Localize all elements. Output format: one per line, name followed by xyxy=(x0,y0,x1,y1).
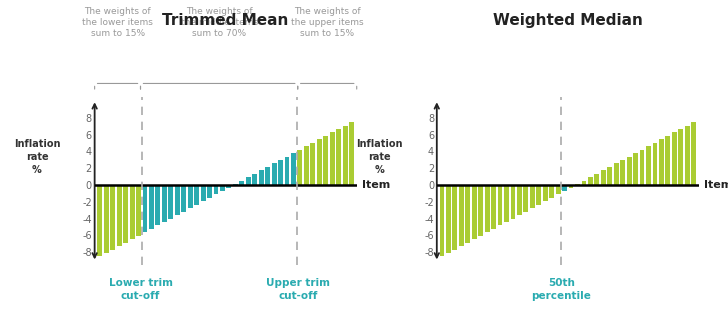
Text: Inflation
rate
%: Inflation rate % xyxy=(14,139,60,175)
Bar xyxy=(646,146,651,185)
Bar xyxy=(510,185,515,219)
Bar xyxy=(213,185,218,194)
Text: Item: Item xyxy=(704,180,728,190)
Bar xyxy=(504,185,509,222)
Bar xyxy=(104,185,108,253)
Bar xyxy=(272,163,277,185)
Bar xyxy=(98,185,102,256)
Bar xyxy=(582,181,586,185)
Bar xyxy=(446,185,451,253)
Bar xyxy=(640,150,644,185)
Bar xyxy=(207,185,212,198)
Bar xyxy=(240,181,244,185)
Bar xyxy=(652,143,657,185)
Bar xyxy=(143,185,147,232)
Bar xyxy=(672,132,677,185)
Text: The weights of
the lower items
sum to 15%: The weights of the lower items sum to 15… xyxy=(82,7,153,38)
Bar xyxy=(323,136,328,185)
Text: Trimmed Mean: Trimmed Mean xyxy=(162,13,289,28)
Bar xyxy=(330,132,335,185)
Bar xyxy=(188,185,193,208)
Bar xyxy=(459,185,464,246)
Bar xyxy=(336,129,341,185)
Bar xyxy=(258,170,264,185)
Bar xyxy=(440,185,444,256)
Bar xyxy=(633,153,638,185)
Bar xyxy=(685,126,689,185)
Bar xyxy=(226,185,232,188)
Text: 50th
percentile: 50th percentile xyxy=(531,278,591,301)
Bar xyxy=(253,174,257,185)
Bar xyxy=(678,129,683,185)
Bar xyxy=(246,177,250,185)
Bar xyxy=(537,185,541,205)
Bar xyxy=(343,126,347,185)
Text: Item: Item xyxy=(362,180,390,190)
Bar xyxy=(543,185,547,201)
Bar xyxy=(692,122,696,185)
Bar xyxy=(149,185,154,229)
Bar xyxy=(523,185,529,212)
Bar xyxy=(194,185,199,205)
Bar xyxy=(607,167,612,185)
Text: Weighted Median: Weighted Median xyxy=(493,13,643,28)
Bar xyxy=(233,184,238,185)
Bar xyxy=(478,185,483,236)
Text: Inflation
rate
%: Inflation rate % xyxy=(356,139,403,175)
Bar xyxy=(181,185,186,212)
Bar xyxy=(569,185,574,188)
Bar xyxy=(349,122,354,185)
Bar xyxy=(601,170,606,185)
Bar xyxy=(588,177,593,185)
Bar xyxy=(491,185,496,229)
Bar xyxy=(562,185,567,191)
Bar xyxy=(550,185,554,198)
Bar xyxy=(665,136,670,185)
Bar xyxy=(291,153,296,185)
Bar xyxy=(285,157,290,185)
Bar xyxy=(555,185,561,194)
Bar xyxy=(156,185,160,225)
Bar xyxy=(175,185,180,215)
Bar xyxy=(310,143,315,185)
Bar xyxy=(162,185,167,222)
Bar xyxy=(614,163,619,185)
Bar xyxy=(168,185,173,219)
Bar xyxy=(465,185,470,243)
Bar xyxy=(220,185,225,191)
Bar xyxy=(620,160,625,185)
Bar xyxy=(317,139,322,185)
Text: The weights of
the middle items
sum to 70%: The weights of the middle items sum to 7… xyxy=(181,7,258,38)
Bar xyxy=(304,146,309,185)
Bar xyxy=(265,167,270,185)
Text: The weights of
the upper items
sum to 15%: The weights of the upper items sum to 15… xyxy=(291,7,363,38)
Bar xyxy=(136,185,141,236)
Text: Lower trim
cut-off: Lower trim cut-off xyxy=(108,278,173,301)
Bar xyxy=(485,185,489,232)
Bar xyxy=(201,185,205,201)
Bar xyxy=(627,157,632,185)
Bar xyxy=(517,185,522,215)
Text: Upper trim
cut-off: Upper trim cut-off xyxy=(266,278,330,301)
Bar xyxy=(472,185,477,239)
Bar xyxy=(453,185,457,250)
Bar xyxy=(575,184,580,185)
Bar xyxy=(595,174,599,185)
Bar xyxy=(116,185,122,246)
Bar xyxy=(530,185,535,208)
Bar xyxy=(278,160,283,185)
Bar xyxy=(111,185,115,250)
Bar xyxy=(298,150,302,185)
Bar xyxy=(498,185,502,225)
Bar xyxy=(659,139,664,185)
Bar xyxy=(123,185,128,243)
Bar xyxy=(130,185,135,239)
